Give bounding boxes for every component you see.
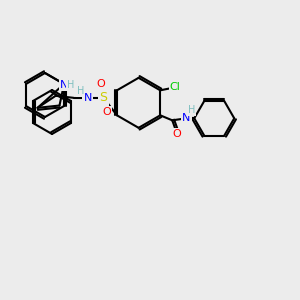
Text: Cl: Cl [170, 82, 181, 92]
Text: O: O [173, 129, 182, 139]
Text: N: N [60, 80, 68, 90]
Text: N: N [182, 113, 190, 123]
Text: O: O [102, 107, 111, 117]
Text: N: N [83, 93, 92, 103]
Text: H: H [68, 80, 75, 90]
Text: S: S [100, 91, 108, 104]
Text: O: O [96, 79, 105, 89]
Text: H: H [188, 105, 195, 115]
Text: H: H [77, 86, 84, 96]
